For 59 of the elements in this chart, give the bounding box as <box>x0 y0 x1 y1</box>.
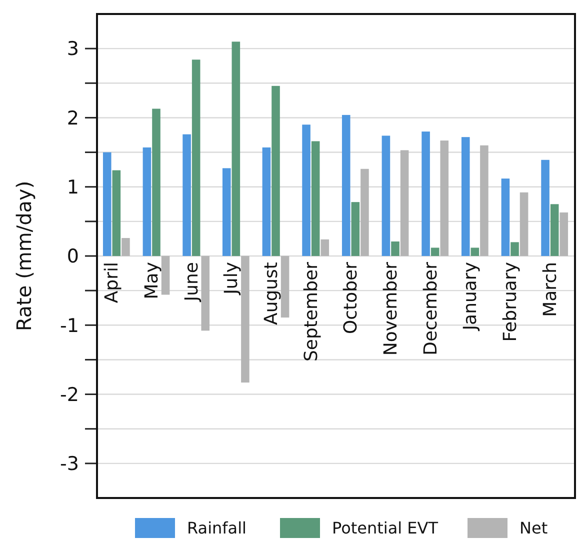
y-axis-title: Rate (mm/day) <box>12 180 36 332</box>
bar <box>550 204 559 256</box>
bar <box>382 136 390 256</box>
x-tick-label: March <box>540 262 561 317</box>
bar <box>541 160 550 256</box>
x-tick-label: July <box>221 262 242 296</box>
bar <box>560 212 568 256</box>
bar <box>241 256 250 383</box>
x-tick-label: May <box>141 262 162 300</box>
bar <box>501 178 510 256</box>
bar <box>430 248 440 256</box>
y-tick-label: 0 <box>66 246 79 268</box>
bar <box>480 145 488 256</box>
bar <box>272 86 280 256</box>
bar <box>311 141 320 256</box>
bar <box>320 239 330 256</box>
legend-label: Potential EVT <box>332 518 438 538</box>
y-tick-label: -3 <box>60 453 79 476</box>
x-tick-label: August <box>260 262 282 325</box>
bar <box>201 256 210 331</box>
bar <box>440 140 449 256</box>
x-tick-label: December <box>420 261 442 356</box>
bar <box>232 42 240 256</box>
bar <box>102 152 112 256</box>
bar <box>391 241 400 256</box>
bar <box>112 170 121 256</box>
bar <box>182 134 191 256</box>
x-tick-label: October <box>340 261 362 334</box>
x-tick-label: April <box>102 262 123 304</box>
x-tick-label: January <box>460 262 482 332</box>
y-tick-label: 3 <box>66 38 79 60</box>
bar <box>461 137 470 256</box>
bar <box>400 150 409 256</box>
bar <box>520 192 528 256</box>
bar <box>192 60 200 256</box>
legend-label: Net <box>520 518 548 538</box>
bar <box>262 147 271 256</box>
bar <box>422 132 430 256</box>
x-tick-label: September <box>300 261 322 362</box>
bar <box>222 168 231 256</box>
bar <box>360 168 369 256</box>
bar <box>351 202 360 256</box>
bar <box>280 256 290 318</box>
x-tick-label: June <box>181 262 202 302</box>
y-tick-label: -2 <box>60 384 79 406</box>
y-tick-label: -1 <box>60 314 79 337</box>
x-tick-label: November <box>380 261 402 356</box>
bar <box>122 238 130 256</box>
bar <box>161 256 170 295</box>
bar <box>142 147 152 256</box>
bar <box>152 108 160 256</box>
bar <box>510 242 519 256</box>
bar <box>342 114 350 256</box>
bar <box>470 248 480 256</box>
x-tick-label: February <box>500 262 521 342</box>
y-tick-label: 2 <box>66 107 79 130</box>
legend-label: Rainfall <box>187 518 246 538</box>
y-tick-label: 1 <box>66 176 79 199</box>
bar <box>302 124 310 256</box>
